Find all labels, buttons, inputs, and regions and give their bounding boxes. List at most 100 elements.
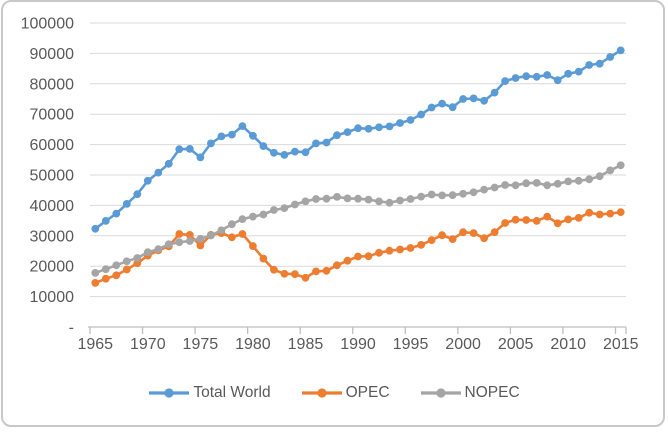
data-point-opec bbox=[175, 230, 184, 238]
data-point-opec bbox=[354, 252, 362, 261]
data-point-total-world bbox=[333, 131, 341, 140]
y-axis-label: - bbox=[69, 320, 74, 337]
data-point-opec bbox=[490, 228, 499, 237]
y-axis-label: 30000 bbox=[30, 228, 75, 245]
data-point-nopec bbox=[354, 194, 362, 203]
series-total-world bbox=[91, 46, 625, 233]
data-point-total-world bbox=[522, 72, 531, 81]
data-point-total-world bbox=[354, 124, 362, 133]
data-point-opec bbox=[270, 265, 278, 274]
data-point-total-world bbox=[133, 190, 142, 199]
data-point-nopec bbox=[606, 166, 615, 175]
data-point-total-world bbox=[291, 147, 299, 156]
data-point-opec bbox=[228, 233, 236, 242]
y-axis-labels: 100000 90000 80000 70000 60000 50000 40000 3000… bbox=[21, 16, 74, 337]
y-axis-label: 60000 bbox=[30, 137, 75, 154]
data-point-total-world bbox=[217, 132, 226, 141]
data-point-total-world bbox=[585, 61, 594, 69]
y-axis-label: 90000 bbox=[30, 46, 75, 63]
data-point-nopec bbox=[543, 181, 552, 190]
data-point-total-world bbox=[91, 224, 100, 233]
data-point-opec bbox=[606, 209, 615, 218]
legend-label-opec: OPEC bbox=[345, 384, 390, 401]
y-axis-label: 80000 bbox=[30, 76, 75, 93]
data-point-opec bbox=[249, 242, 257, 251]
data-point-total-world bbox=[322, 138, 331, 147]
data-point-total-world bbox=[185, 145, 194, 153]
data-point-opec bbox=[417, 241, 425, 249]
data-point-nopec bbox=[385, 198, 394, 207]
data-point-opec bbox=[259, 254, 268, 263]
gridlines-group bbox=[90, 22, 626, 298]
data-point-total-world bbox=[385, 122, 394, 131]
data-point-total-world bbox=[364, 124, 373, 133]
data-point-opec bbox=[511, 215, 520, 224]
data-point-nopec bbox=[133, 254, 142, 262]
data-point-total-world bbox=[616, 46, 625, 55]
x-axis-label: 1985 bbox=[288, 336, 324, 353]
chart-legend: Total World OPEC NOPEC bbox=[0, 384, 668, 402]
data-point-nopec bbox=[564, 177, 573, 186]
data-point-nopec bbox=[249, 212, 257, 221]
data-point-opec bbox=[238, 230, 247, 238]
data-point-opec bbox=[459, 228, 467, 237]
data-point-opec bbox=[543, 212, 552, 221]
x-axis-label: 1990 bbox=[340, 336, 376, 353]
data-point-nopec bbox=[164, 240, 173, 249]
data-point-total-world bbox=[396, 119, 404, 127]
data-point-opec bbox=[301, 273, 310, 282]
data-point-nopec bbox=[574, 176, 583, 185]
x-axis-label: 2015 bbox=[603, 336, 639, 353]
data-point-nopec bbox=[490, 183, 499, 192]
data-point-total-world bbox=[427, 103, 436, 112]
data-point-nopec bbox=[312, 195, 320, 203]
data-point-nopec bbox=[112, 261, 121, 270]
data-point-opec bbox=[406, 244, 415, 252]
data-point-opec bbox=[343, 256, 352, 265]
series-group bbox=[91, 46, 625, 287]
legend-item-nopec: NOPEC bbox=[420, 384, 520, 402]
data-point-opec bbox=[101, 274, 110, 283]
data-point-opec bbox=[122, 265, 131, 274]
x-axis-label: 2000 bbox=[445, 336, 481, 353]
y-axis-label: 10000 bbox=[30, 289, 75, 306]
data-point-opec bbox=[553, 219, 562, 228]
data-point-total-world bbox=[438, 99, 446, 108]
data-point-total-world bbox=[574, 67, 583, 76]
data-point-total-world bbox=[280, 151, 289, 159]
data-point-nopec bbox=[196, 234, 205, 243]
data-point-nopec bbox=[501, 181, 509, 189]
data-point-total-world bbox=[469, 94, 478, 103]
chart-frame-border bbox=[1, 0, 665, 427]
data-point-total-world bbox=[259, 142, 268, 151]
data-point-nopec bbox=[333, 193, 341, 201]
data-point-nopec bbox=[259, 210, 268, 219]
data-point-nopec bbox=[175, 238, 184, 247]
data-point-total-world bbox=[112, 209, 121, 218]
data-point-opec bbox=[427, 236, 436, 245]
x-axis-label: 1965 bbox=[77, 336, 113, 353]
data-point-opec bbox=[595, 210, 604, 219]
data-point-opec bbox=[616, 208, 625, 217]
x-axis-label: 1975 bbox=[183, 336, 219, 353]
data-point-nopec bbox=[480, 185, 488, 194]
x-axis-labels: 1965 1970 1975 1980 1985 1990 1995 2000 2005 2010… bbox=[77, 336, 638, 353]
data-point-total-world bbox=[228, 130, 236, 139]
data-point-nopec bbox=[291, 200, 299, 209]
data-point-total-world bbox=[543, 71, 552, 79]
data-point-opec bbox=[564, 215, 573, 224]
y-axis-label: 100000 bbox=[21, 16, 74, 33]
data-point-total-world bbox=[417, 110, 425, 119]
data-point-opec bbox=[480, 234, 488, 243]
data-point-nopec bbox=[91, 269, 100, 277]
data-point-total-world bbox=[207, 139, 215, 148]
data-point-nopec bbox=[469, 188, 478, 197]
data-point-nopec bbox=[343, 194, 352, 203]
data-point-total-world bbox=[595, 59, 604, 68]
series-line-opec bbox=[94, 210, 623, 285]
x-axis-label: 1995 bbox=[393, 336, 429, 353]
data-point-total-world bbox=[164, 159, 173, 168]
x-axis bbox=[88, 326, 627, 334]
data-point-opec bbox=[291, 270, 299, 278]
data-point-total-world bbox=[270, 148, 278, 157]
